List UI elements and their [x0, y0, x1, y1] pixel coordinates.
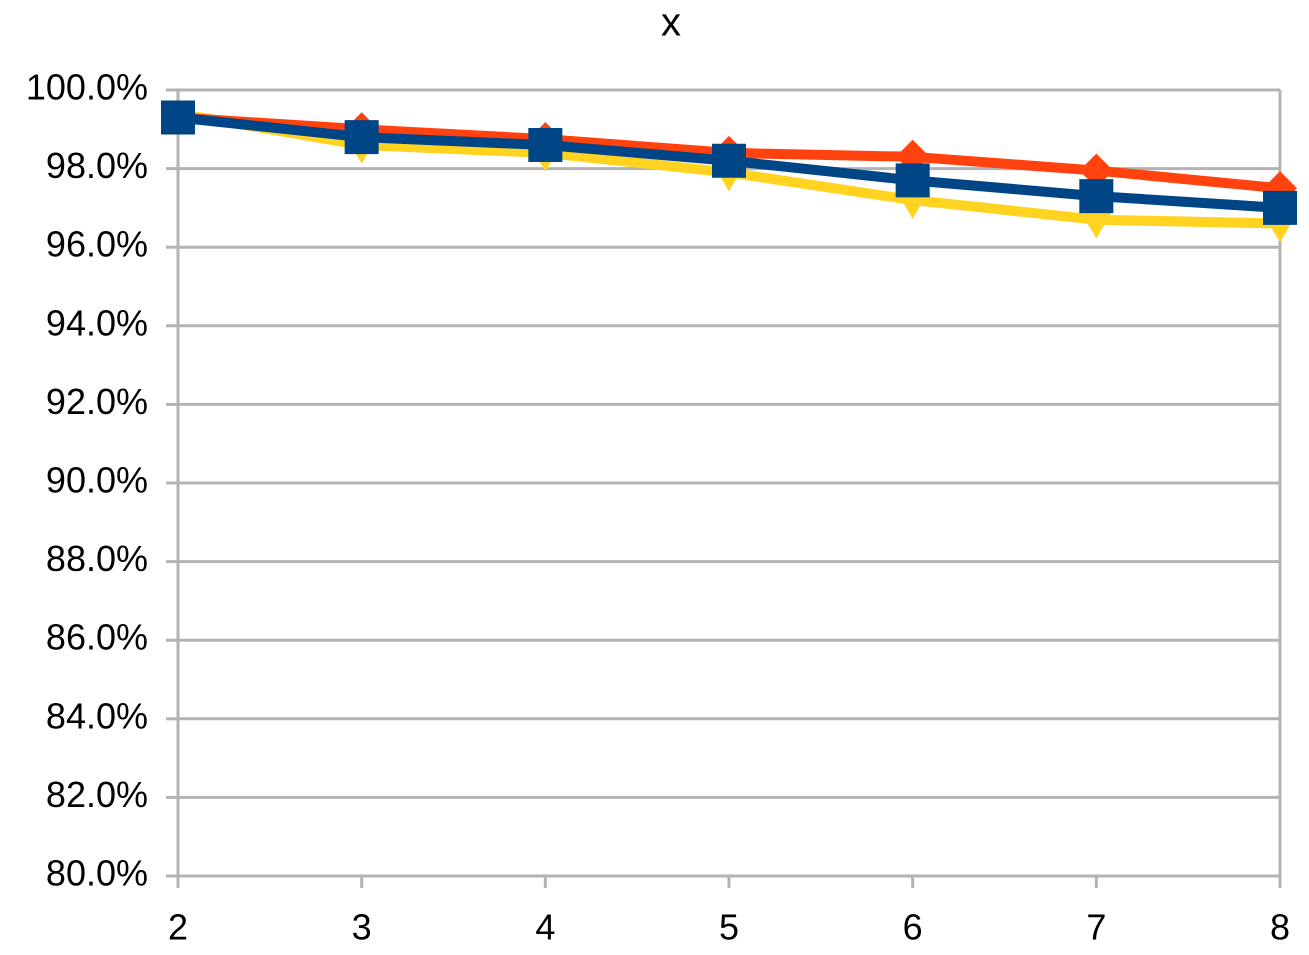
marker [895, 163, 930, 198]
marker [1263, 190, 1297, 225]
x-tick-label: 7 [1086, 907, 1106, 948]
y-tick-label: 90.0% [46, 460, 148, 501]
x-tick-label: 2 [168, 907, 188, 948]
marker [712, 143, 746, 178]
chart-title: x [661, 1, 681, 45]
y-tick-label: 80.0% [46, 853, 148, 894]
y-tick-label: 94.0% [46, 302, 148, 343]
x-tick-label: 3 [352, 907, 372, 948]
x-tick-label: 5 [719, 907, 739, 948]
y-tick-label: 82.0% [46, 774, 148, 815]
marker [1079, 153, 1114, 188]
y-tick-label: 96.0% [46, 224, 148, 265]
y-tick-label: 86.0% [46, 617, 148, 658]
x-tick-label: 8 [1270, 907, 1290, 948]
y-tick-label: 100.0% [26, 67, 148, 108]
marker [528, 128, 563, 163]
marker [1079, 209, 1114, 239]
x-tick-label: 6 [903, 907, 923, 948]
marker [1079, 179, 1114, 214]
y-tick-label: 88.0% [46, 538, 148, 579]
y-tick-label: 98.0% [46, 145, 148, 186]
marker [344, 120, 379, 155]
y-tick-label: 92.0% [46, 381, 148, 422]
y-tick-label: 84.0% [46, 695, 148, 736]
x-tick-label: 4 [535, 907, 555, 948]
marker [161, 100, 195, 135]
